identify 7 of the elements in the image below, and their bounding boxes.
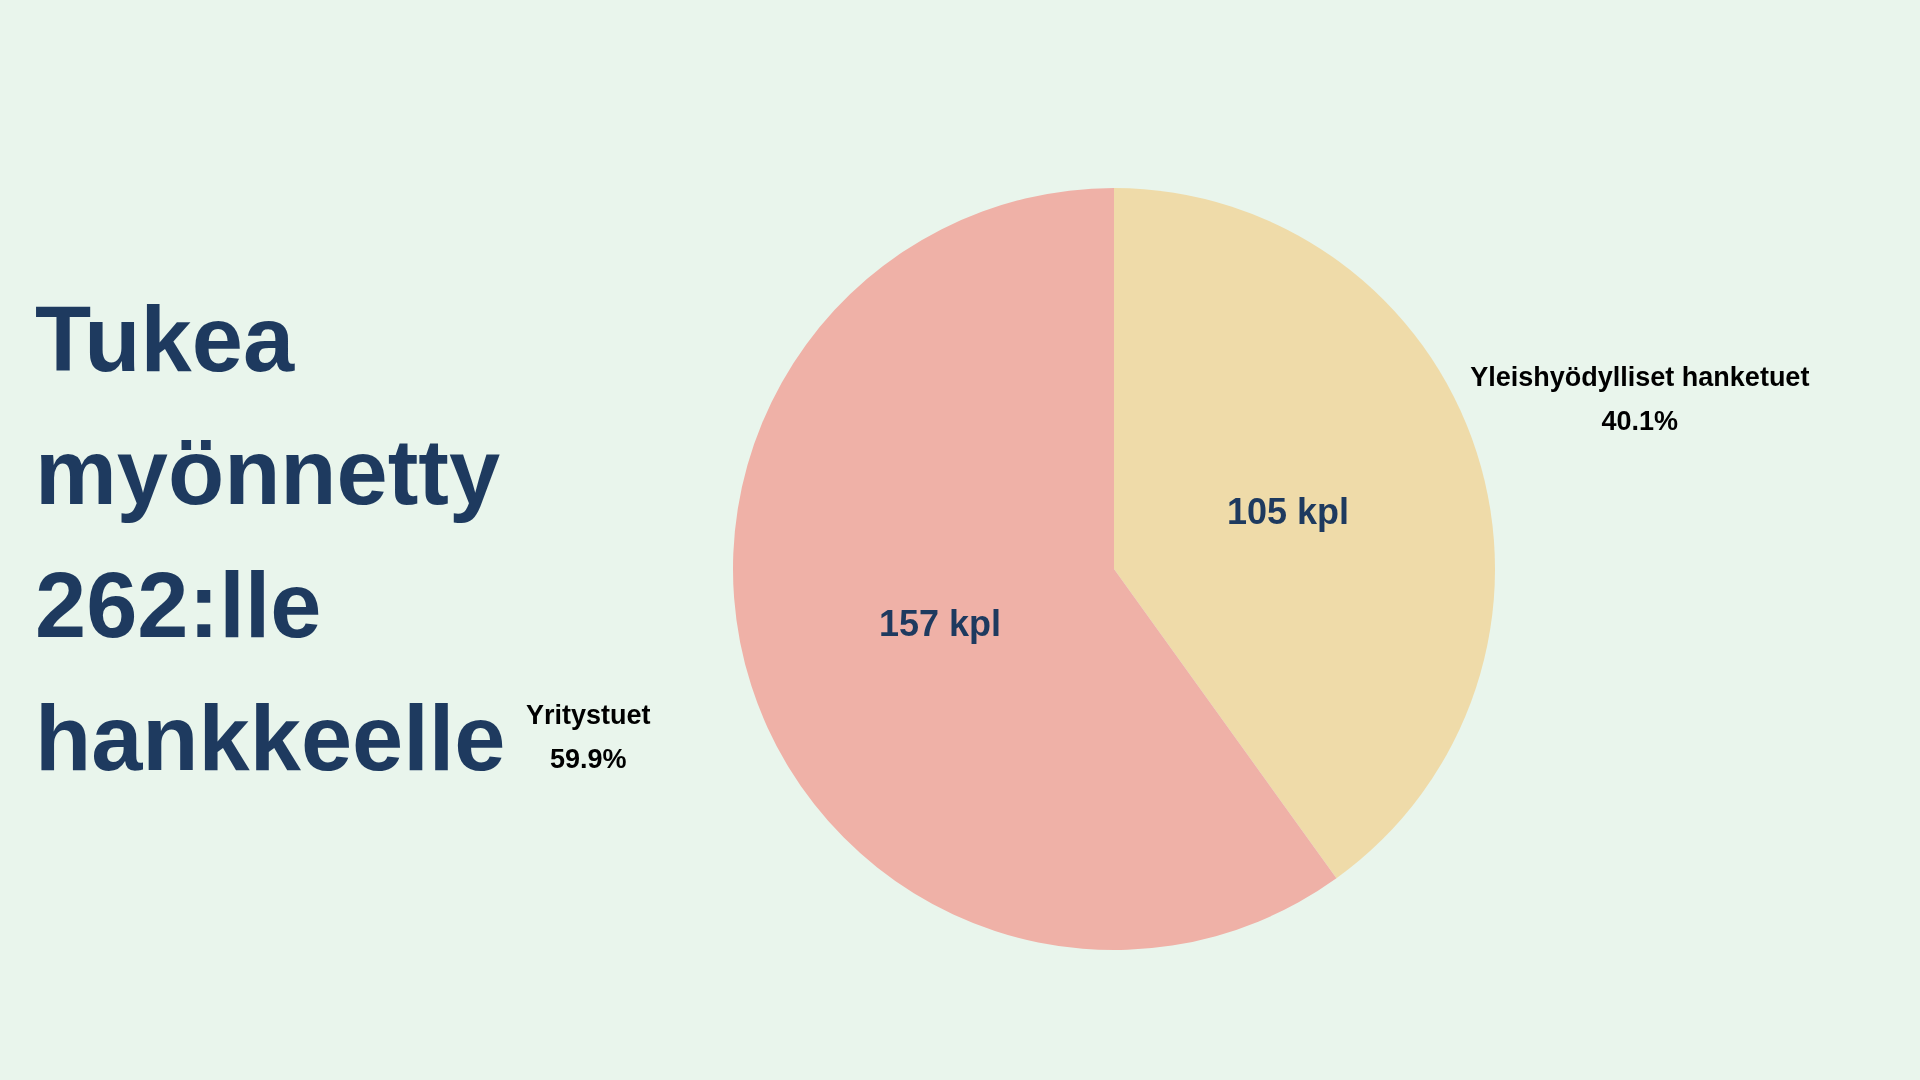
text: Tukea myönnetty 262:lle hankkeelle [35,288,506,789]
text: 59.9% [549,744,627,775]
data-label: 105 kpl [1227,490,1350,532]
slice-label: Yritystuet [525,700,651,731]
slice-label: Yleishyödylliset hanketuet [1470,361,1810,392]
text: 40.1% [1601,405,1679,436]
data-label: 157 kpl [878,603,1001,645]
